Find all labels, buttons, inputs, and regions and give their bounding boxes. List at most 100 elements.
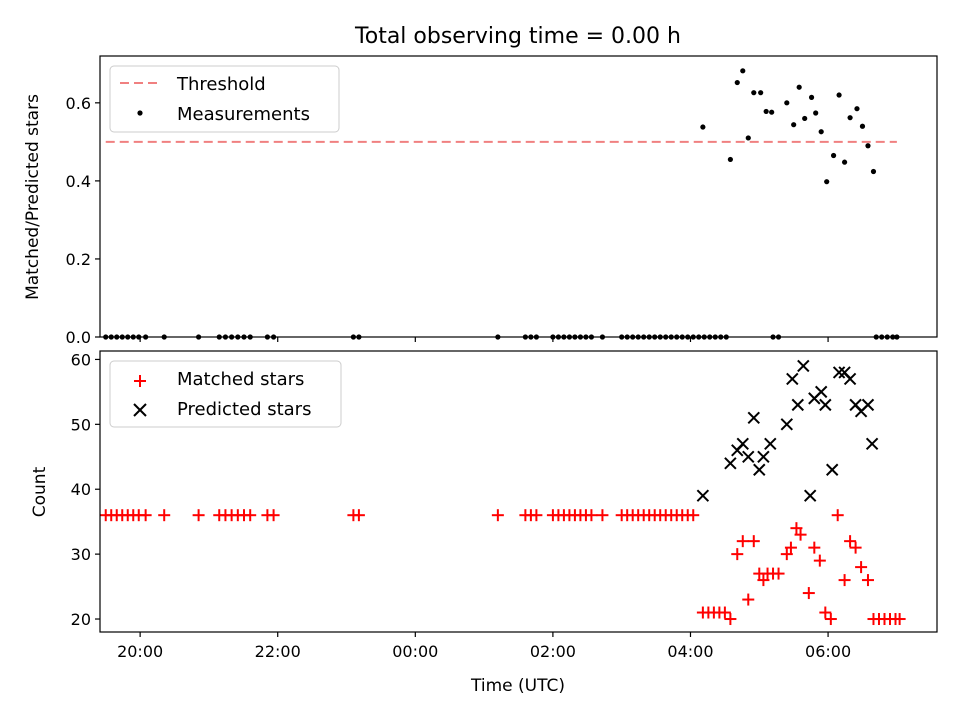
legend-matched-label: Matched stars [177, 369, 304, 390]
bottom-legend-box [109, 360, 342, 428]
top-legend-box [109, 65, 340, 133]
matched-star-point [824, 613, 837, 626]
predicted-star-point [861, 398, 875, 412]
predicted-star-point [803, 489, 817, 502]
predicted-star-point [757, 450, 770, 463]
measurement-point [854, 106, 860, 112]
measurement-point [830, 152, 837, 159]
measurement-point [802, 115, 808, 122]
measurement-point [734, 79, 740, 86]
matched-star-point [731, 548, 744, 561]
measurement-point [769, 109, 775, 115]
top-y-tick-label: 0.2 [66, 250, 91, 269]
measurement-point [808, 94, 815, 100]
bottom-axes-frame [99, 350, 938, 633]
predicted-star-point [753, 463, 766, 476]
top-y-tick-label: 0.0 [66, 328, 91, 347]
matched-star-point [790, 522, 803, 535]
bottom-y-axis-label: Count [30, 466, 50, 517]
matched-star-point [849, 541, 862, 554]
measurement-point [847, 115, 853, 121]
predicted-star-point [780, 418, 794, 431]
measurement-point [865, 143, 871, 149]
predicted-star-point [747, 411, 760, 425]
legend-predicted-label: Predicted stars [177, 399, 311, 420]
measurement-point [859, 123, 866, 129]
measurement-point [758, 90, 764, 96]
measurement-point [784, 100, 790, 106]
legend-threshold-label: Threshold [176, 74, 266, 95]
predicted-star-point [797, 359, 810, 373]
bottom-panel: 20 30 40 50 60 20:00 22:00 00:00 02:00 04:00 06:0… [30, 350, 938, 696]
measurement-point [870, 168, 877, 175]
matched-star-point [747, 535, 760, 548]
bottom-y-tick-label: 40 [71, 480, 91, 499]
chart-title: Total observing time = 0.00 h [354, 24, 681, 49]
x-axis-label: Time (UTC) [470, 676, 565, 696]
bottom-y-ticks: 20 30 40 50 60 [71, 350, 100, 629]
legend-predicted-swatch [133, 403, 147, 417]
measurement-point [841, 159, 848, 165]
top-panel: 0.0 0.2 0.4 0.6 Matched/Predicted stars Thr… [23, 55, 938, 347]
top-axes-frame [99, 55, 938, 338]
predicted-star-point [786, 372, 799, 386]
matched-star-point [742, 593, 755, 606]
matched-star-point [861, 574, 874, 587]
matched-star-point [893, 613, 906, 626]
measurement-point [740, 68, 746, 74]
predicted-star-point [819, 398, 832, 412]
measurement-point [813, 110, 819, 116]
predicted-star-point [696, 489, 710, 502]
predicted-star-point [843, 372, 857, 386]
top-y-ticks: 0.0 0.2 0.4 0.6 [66, 94, 100, 347]
matched-stars-series [99, 509, 906, 626]
matched-star-point [585, 509, 598, 522]
predicted-star-point [791, 398, 805, 412]
top-legend: Threshold Measurements [109, 65, 340, 133]
bottom-x-tick-label: 02:00 [530, 642, 576, 661]
predicted-star-point [764, 437, 777, 451]
predicted-star-point [814, 385, 828, 399]
measurement-point [700, 124, 706, 130]
matched-star-point [802, 587, 815, 600]
matched-star-point [808, 541, 821, 554]
measurement-point [836, 92, 842, 98]
bottom-x-tick-label: 00:00 [392, 642, 438, 661]
matched-star-point [267, 509, 280, 522]
predicted-star-point [865, 437, 879, 451]
measurement-point [763, 108, 769, 115]
bottom-y-tick-label: 60 [71, 350, 91, 369]
matched-star-point [855, 561, 868, 574]
bottom-x-ticks: 20:00 22:00 00:00 02:00 04:00 06:00 [117, 632, 851, 661]
bottom-legend: Matched stars Predicted stars [109, 360, 342, 428]
top-y-tick-label: 0.6 [66, 94, 91, 113]
bottom-x-tick-label: 20:00 [117, 642, 163, 661]
measurement-point [745, 135, 751, 141]
matched-star-point [724, 613, 737, 626]
matched-star-point [772, 567, 785, 580]
matched-star-point [844, 535, 857, 548]
predicted-star-point [825, 463, 839, 476]
matched-star-point [718, 606, 731, 619]
matched-star-point [530, 509, 543, 522]
matched-star-point [491, 509, 504, 522]
matched-star-point [780, 548, 793, 561]
matched-star-point [687, 509, 700, 522]
measurement-point [824, 179, 830, 185]
legend-measurements-label: Measurements [177, 104, 310, 125]
measurement-point [751, 90, 757, 96]
matched-star-point [192, 509, 205, 522]
matched-star-point [244, 509, 257, 522]
matched-star-point [352, 509, 365, 522]
bottom-x-tick-label: 04:00 [667, 642, 713, 661]
bottom-y-tick-label: 30 [71, 545, 91, 564]
matched-star-point [139, 509, 152, 522]
predicted-star-point [724, 457, 737, 470]
matched-star-point [794, 528, 807, 541]
bottom-y-tick-label: 20 [71, 610, 91, 629]
matched-star-point [158, 509, 171, 522]
measurement-point [727, 156, 733, 163]
matched-star-point [838, 574, 851, 587]
legend-matched-swatch [134, 375, 146, 387]
